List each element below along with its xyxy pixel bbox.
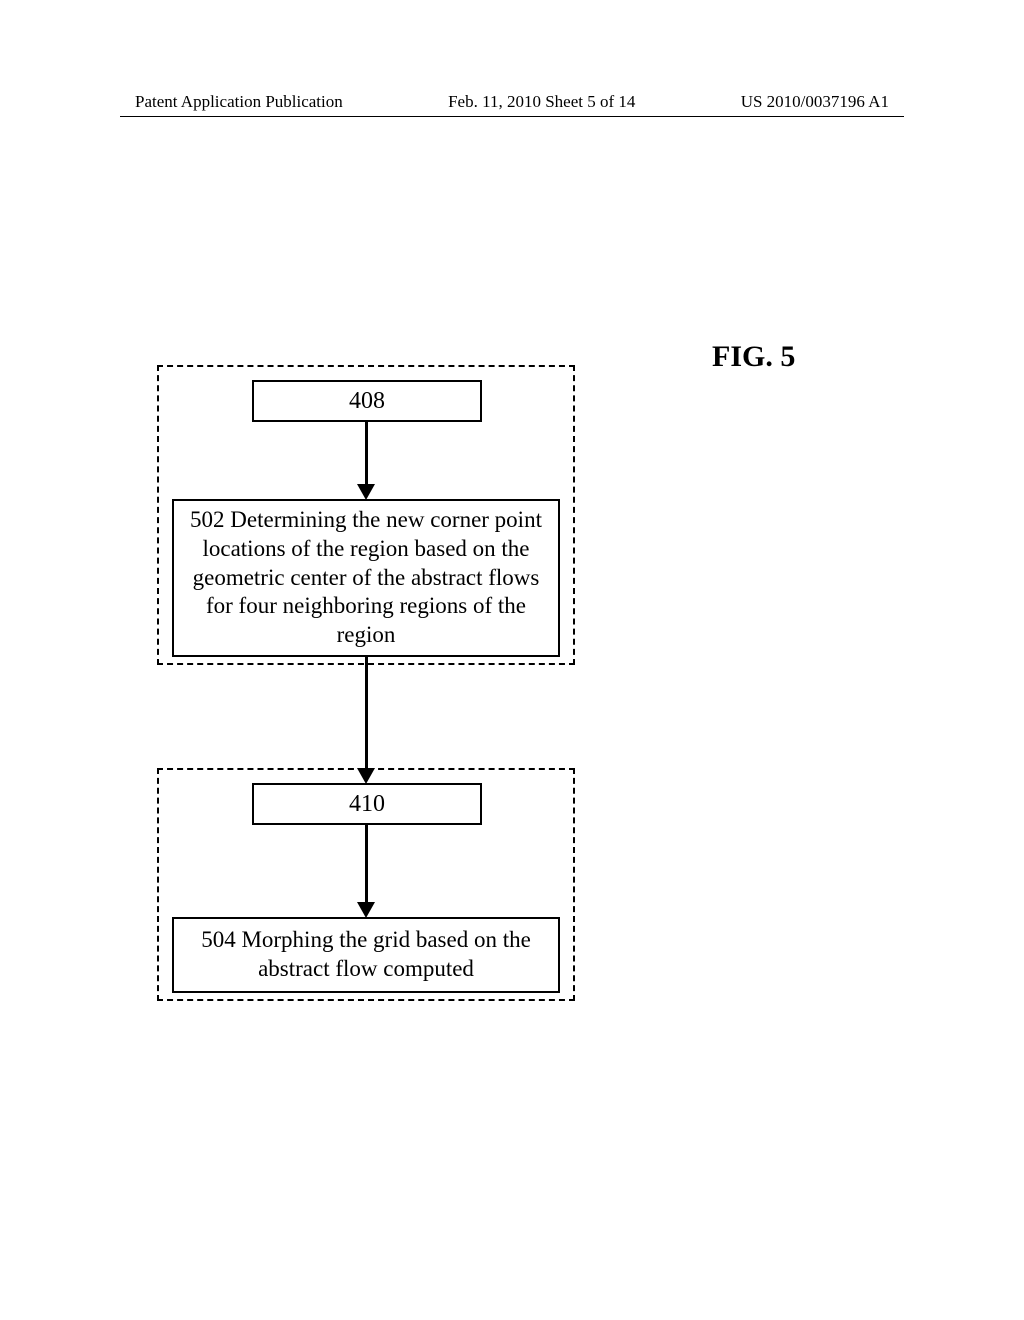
arrow-head-410-to-504 [357,902,375,918]
header-rule [120,116,904,117]
step-box-502: 502 Determining the new corner point loc… [172,499,560,657]
arrow-408-to-502 [365,422,368,484]
arrow-410-to-504 [365,825,368,903]
step-box-504: 504 Morphing the grid based on the abstr… [172,917,560,993]
header-center: Feb. 11, 2010 Sheet 5 of 14 [448,92,635,112]
arrow-head-408-to-502 [357,484,375,500]
header-left: Patent Application Publication [135,92,343,112]
figure-label: FIG. 5 [712,340,795,374]
ref-box-410: 410 [252,783,482,825]
arrow-502-to-410 [365,657,368,769]
header-right: US 2010/0037196 A1 [741,92,889,112]
page-header: Patent Application Publication Feb. 11, … [0,92,1024,112]
ref-box-408: 408 [252,380,482,422]
